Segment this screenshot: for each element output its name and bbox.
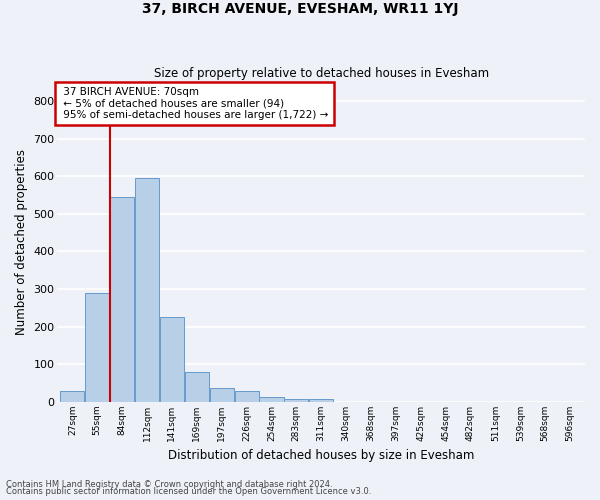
Text: 37, BIRCH AVENUE, EVESHAM, WR11 1YJ: 37, BIRCH AVENUE, EVESHAM, WR11 1YJ [142, 2, 458, 16]
Bar [61, 392, 85, 402]
Bar [110, 197, 134, 402]
Bar [235, 392, 259, 402]
Bar [309, 400, 333, 402]
Text: Contains HM Land Registry data © Crown copyright and database right 2024.: Contains HM Land Registry data © Crown c… [6, 480, 332, 489]
Bar [259, 398, 284, 402]
Y-axis label: Number of detached properties: Number of detached properties [15, 149, 28, 335]
Title: Size of property relative to detached houses in Evesham: Size of property relative to detached ho… [154, 66, 489, 80]
Bar [85, 293, 109, 402]
Bar [185, 372, 209, 402]
Bar [209, 388, 234, 402]
X-axis label: Distribution of detached houses by size in Evesham: Distribution of detached houses by size … [168, 450, 475, 462]
Text: Contains public sector information licensed under the Open Government Licence v3: Contains public sector information licen… [6, 487, 371, 496]
Bar [135, 178, 159, 402]
Bar [160, 318, 184, 402]
Bar [284, 399, 308, 402]
Text: 37 BIRCH AVENUE: 70sqm
 ← 5% of detached houses are smaller (94)
 95% of semi-de: 37 BIRCH AVENUE: 70sqm ← 5% of detached … [60, 87, 328, 120]
